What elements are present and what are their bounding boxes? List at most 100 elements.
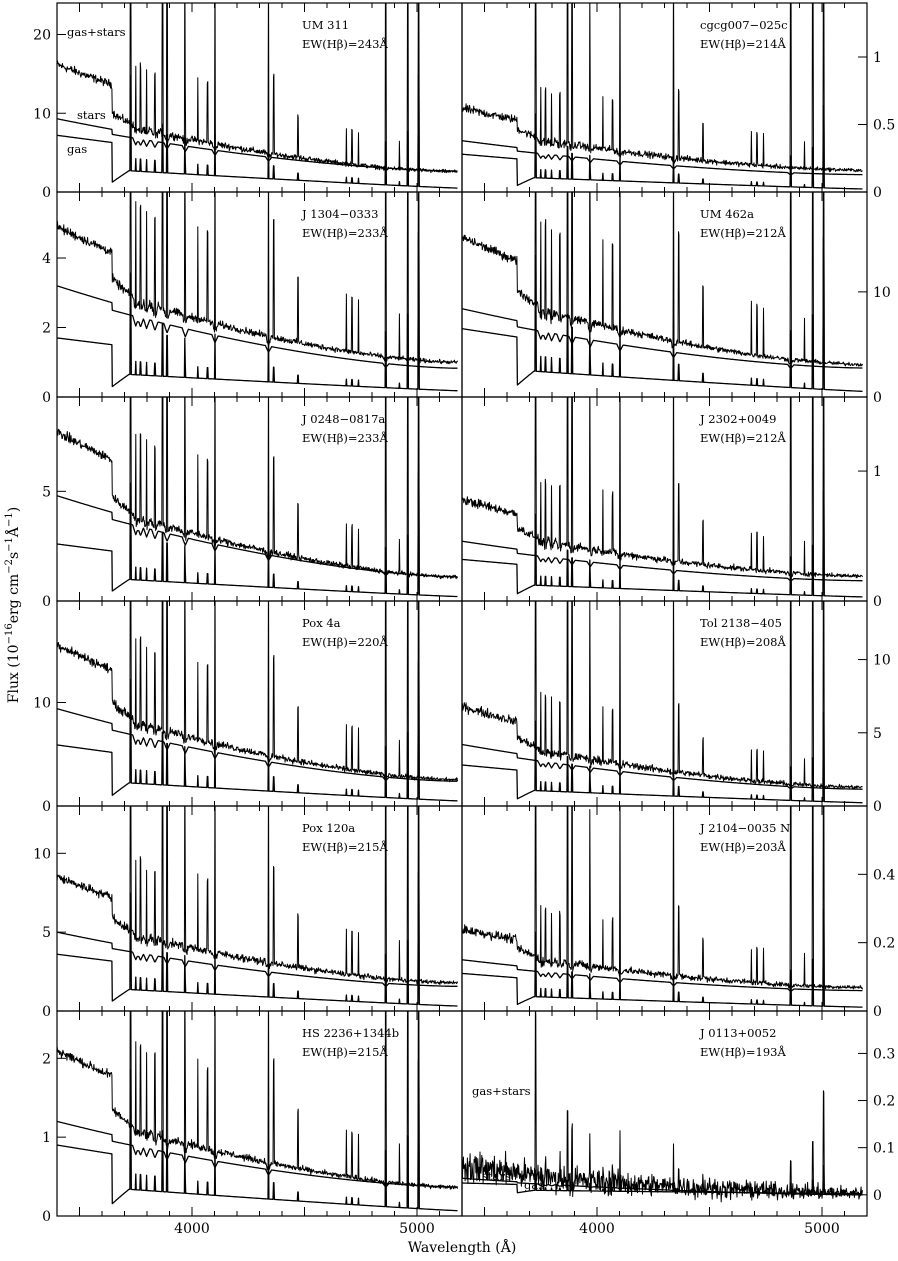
panel-frame (56, 191, 463, 398)
series-gas (462, 104, 863, 190)
series-gas-plus-stars (462, 806, 863, 990)
series-label: gas+stars (472, 1084, 531, 1098)
axis-titles: Wavelength (Å) Flux (10−16erg cm−2s−1Å−1… (4, 507, 516, 1256)
series-gas (57, 661, 458, 802)
y-tick-label: 5 (873, 726, 882, 742)
panel-name: Tol 2138−405 (700, 616, 782, 630)
series-stars (462, 959, 863, 992)
series-stars (57, 495, 458, 578)
panel-ew: EW(Hβ)=233Å (302, 226, 388, 240)
panel-11: 4000 5000 0 0.1 0.2 0.3 J 0113+0052 EW(Hβ)=193Å… (461, 1010, 895, 1237)
series-gas (462, 490, 863, 598)
panel-5: 0 1 J 2302+0049 EW(Hβ)=212Å (461, 396, 882, 610)
y-tick-label: 0 (42, 594, 51, 610)
y-tick-label: 1 (42, 1130, 51, 1146)
y-tick-label: 0 (42, 1209, 51, 1225)
panel-frame (461, 396, 868, 602)
series-stars (462, 1177, 863, 1196)
series-gas (462, 711, 863, 804)
y-tick-label: 0 (873, 185, 882, 201)
series-gas (462, 1164, 863, 1195)
panel-1: 0 0.5 1 cgcg007−025c EW(Hβ)=214Å (461, 2, 895, 201)
panel-name: UM 462a (700, 207, 754, 221)
series-stars (462, 743, 863, 790)
y-tick-label: 5 (42, 484, 51, 500)
y-tick-label: 0.1 (873, 1141, 895, 1157)
series-gas (462, 236, 863, 392)
panel-ew: EW(Hβ)=215Å (302, 1045, 388, 1059)
series-gas-plus-stars (57, 1011, 458, 1190)
panel-ew: EW(Hβ)=193Å (700, 1045, 786, 1059)
x-tick-label: 4000 (174, 1221, 210, 1237)
x-tick-label: 5000 (399, 1221, 435, 1237)
panel-0: 0 10 20 UM 311 EW(Hβ)=243Å gas+stars stars gas (33, 2, 463, 201)
panel-name: J 1304−0333 (301, 207, 378, 221)
series-label: stars (482, 1169, 511, 1183)
series-stars (462, 540, 863, 582)
panel-ew: EW(Hβ)=212Å (700, 226, 786, 240)
series-label: gas+stars (67, 25, 126, 39)
series-gas-plus-stars (57, 397, 458, 580)
panel-ew: EW(Hβ)=233Å (302, 431, 388, 445)
y-tick-label: 2 (42, 1051, 51, 1067)
x-tick-label: 5000 (804, 1221, 840, 1237)
y-tick-label: 10 (33, 695, 51, 711)
panel-6: 0 10 Pox 4a EW(Hβ)=220Å (33, 600, 463, 815)
series-label: gas (67, 142, 87, 156)
y-tick-label: 1 (873, 464, 882, 480)
panel-frame (461, 600, 868, 807)
x-axis-label: Wavelength (Å) (408, 1238, 517, 1256)
y-axis-label: Flux (10−16erg cm−2s−1Å−1) (4, 507, 22, 704)
y-tick-label: 0.5 (873, 118, 895, 134)
series-gas (57, 74, 458, 189)
y-tick-label: 0 (873, 1004, 882, 1020)
panel-name: Pox 120a (302, 821, 355, 835)
series-gas (57, 1060, 458, 1212)
panel-8: 0 5 10 Pox 120a EW(Hβ)=215Å (33, 805, 463, 1020)
series-stars (57, 708, 458, 782)
series-stars (57, 285, 458, 369)
y-tick-label: 10 (873, 285, 891, 301)
y-tick-label: 0 (42, 185, 51, 201)
series-stars (57, 1120, 458, 1188)
series-gas (462, 908, 863, 1008)
panel-ew: EW(Hβ)=208Å (700, 635, 786, 649)
panel-ew: EW(Hβ)=220Å (302, 635, 388, 649)
panel-name: UM 311 (302, 18, 349, 32)
panel-name: J 2104−0035 N (699, 821, 790, 835)
panel-name: cgcg007−025c (700, 18, 788, 32)
y-tick-label: 20 (33, 28, 51, 44)
panel-name: HS 2236+1344b (302, 1026, 399, 1040)
series-label: stars (77, 108, 106, 122)
series-gas-plus-stars (462, 192, 863, 367)
series-stars (462, 140, 863, 176)
series-gas-plus-stars (57, 601, 458, 783)
panel-name: J 0248−0817a (301, 412, 385, 426)
y-tick-label: 0.3 (873, 1046, 895, 1062)
panel-ew: EW(Hβ)=212Å (700, 431, 786, 445)
series-gas-plus-stars (57, 806, 458, 986)
panel-name: J 2302+0049 (699, 412, 776, 426)
panel-name: J 0113+0052 (699, 1026, 776, 1040)
y-tick-label: 0 (873, 594, 882, 610)
series-stars (462, 308, 863, 369)
series-gas (57, 872, 458, 1007)
y-tick-label: 0.2 (873, 1094, 895, 1110)
y-tick-label: 4 (42, 251, 51, 267)
series-gas-plus-stars (462, 397, 863, 579)
y-tick-label: 1 (873, 50, 882, 66)
panel-frame (461, 2, 868, 193)
series-gas (57, 231, 458, 392)
y-tick-label: 5 (42, 925, 51, 941)
y-tick-label: 0 (42, 799, 51, 815)
series-gas-plus-stars (462, 3, 863, 173)
series-gas-plus-stars (462, 601, 863, 790)
series-gas-plus-stars (57, 192, 458, 365)
y-tick-label: 2 (42, 321, 51, 337)
x-tick-label: 4000 (579, 1221, 615, 1237)
y-tick-label: 0 (42, 390, 51, 406)
y-tick-label: 0.4 (873, 867, 895, 883)
y-tick-label: 10 (33, 846, 51, 862)
panel-10: 4000 5000 0 1 2 HS 2236+1344b EW(Hβ)=215Å (42, 1010, 463, 1237)
